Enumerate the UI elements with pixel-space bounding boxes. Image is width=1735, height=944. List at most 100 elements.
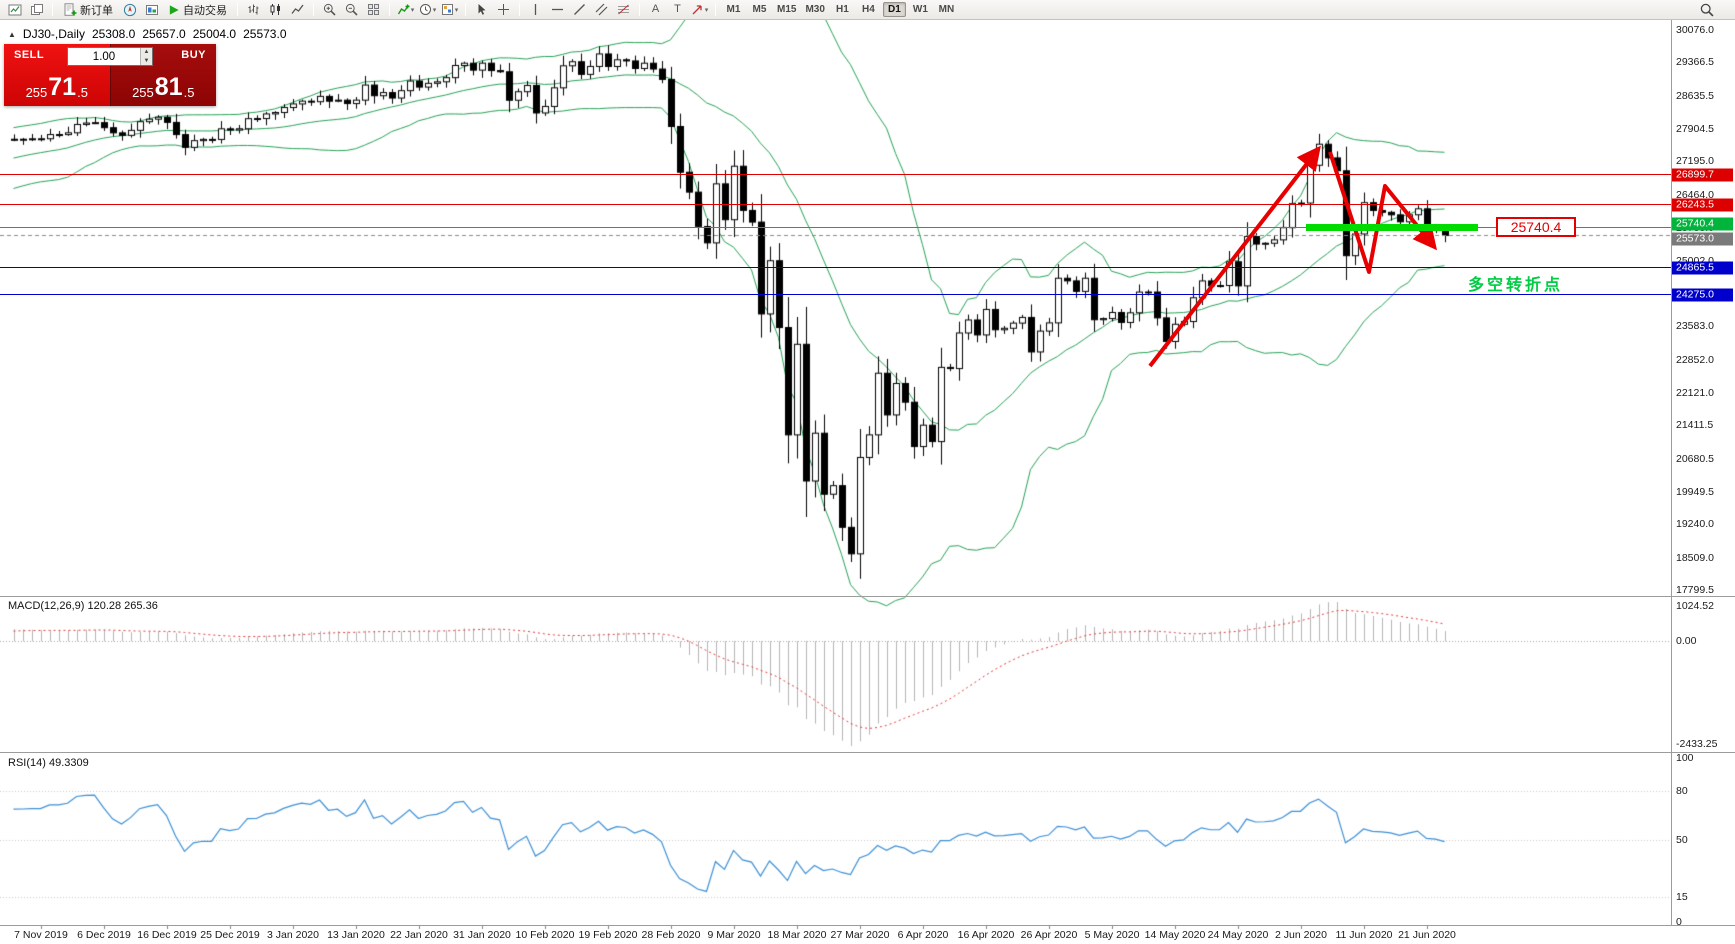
buy-price-tail: .5	[183, 85, 195, 100]
new-chart-button[interactable]	[4, 1, 25, 19]
toolbar-separator	[715, 3, 716, 16]
sell-label: SELL	[14, 49, 45, 61]
tf-m30[interactable]: M30	[805, 4, 825, 15]
toolbar-separator	[465, 3, 466, 16]
sell-price: 255 71.5	[4, 75, 110, 100]
time-scale[interactable]	[0, 925, 1671, 944]
tf-h4[interactable]: H4	[862, 4, 875, 15]
toolbar-separator	[313, 3, 314, 16]
fibonacci-icon	[618, 4, 629, 15]
terminal-icon	[145, 4, 158, 15]
search-icon	[1700, 3, 1714, 17]
indicators-button[interactable]: ▾	[395, 1, 416, 19]
chart-info-line: ▲ DJ30-,Daily 25308.0 25657.0 25004.0 25…	[8, 27, 287, 41]
line-chart-icon	[291, 4, 304, 14]
autotrading-play-icon	[169, 4, 179, 15]
tf-d1[interactable]: D1	[882, 2, 906, 17]
support-line-segment[interactable]	[1306, 224, 1478, 231]
zoom-in-button[interactable]	[319, 1, 340, 19]
toolbar-separator	[52, 3, 53, 16]
new-order-button[interactable]: 新订单	[58, 1, 118, 19]
text-tool[interactable]: A	[651, 3, 660, 15]
buy-price: 255 81.5	[111, 75, 217, 100]
trendline-tool[interactable]	[569, 1, 590, 19]
horizontal-line-tool[interactable]	[547, 1, 568, 19]
toolbar-separator	[519, 3, 520, 16]
vertical-line-icon	[534, 4, 537, 15]
navigator-button[interactable]	[119, 1, 140, 19]
sell-price-head: 255	[25, 85, 48, 100]
horizontal-line-icon	[552, 8, 563, 11]
cursor-tool[interactable]	[471, 1, 492, 19]
bar-chart-button[interactable]	[243, 1, 264, 19]
tile-windows-icon	[368, 4, 379, 15]
line-chart-button[interactable]	[287, 1, 308, 19]
arrow-object-icon	[692, 5, 702, 15]
ohlc-high: 25657.0	[142, 27, 186, 41]
search-icon-button[interactable]	[1696, 1, 1717, 19]
toolbar-separator	[639, 3, 640, 16]
volume-up-button[interactable]: ▲	[143, 49, 150, 55]
buy-button[interactable]: BUY 255 81.5	[109, 44, 217, 106]
ohlc-close: 25573.0	[243, 27, 287, 41]
terminal-button[interactable]	[141, 1, 162, 19]
dropdown-caret-icon: ▾	[432, 6, 437, 14]
candlestick-chart-button[interactable]	[265, 1, 286, 19]
indicators-icon	[397, 4, 410, 15]
toolbar-separator	[237, 3, 238, 16]
tile-windows-button[interactable]	[363, 1, 384, 19]
tf-w1[interactable]: W1	[912, 4, 928, 15]
tf-mn[interactable]: MN	[938, 4, 955, 15]
price-scale[interactable]	[1671, 20, 1735, 925]
volume-spinner: ▲ ▼	[140, 48, 152, 65]
new-order-icon	[64, 2, 77, 16]
toolbar: 新订单 自动交易 ▾ ▾ ▾ A T ▾ M1	[0, 0, 1735, 20]
profiles-icon	[30, 3, 43, 15]
zoom-out-icon	[345, 3, 358, 16]
price-flag[interactable]: 25740.4	[1496, 217, 1576, 237]
arrows-tool[interactable]: ▾	[689, 1, 710, 19]
tf-m5[interactable]: M5	[752, 4, 767, 15]
channel-tool[interactable]	[591, 1, 612, 19]
autotrading-label: 自动交易	[183, 4, 227, 17]
crosshair-tool[interactable]	[493, 1, 514, 19]
compass-icon	[123, 3, 136, 16]
fibonacci-tool[interactable]	[613, 1, 634, 19]
autotrading-button[interactable]: 自动交易	[163, 1, 232, 19]
volume-down-button[interactable]: ▼	[143, 57, 150, 64]
ohlc-low: 25004.0	[192, 27, 237, 41]
vertical-line-tool[interactable]	[525, 1, 546, 19]
tf-h1[interactable]: H1	[836, 4, 849, 15]
label-tool[interactable]: T	[674, 3, 681, 15]
panel-separator-macd[interactable]	[0, 596, 1735, 597]
tf-m15[interactable]: M15	[777, 4, 797, 15]
trendline-icon	[574, 4, 585, 15]
turning-point-label[interactable]: 多空转折点	[1468, 277, 1564, 294]
crosshair-icon	[498, 4, 509, 15]
panel-separator-rsi[interactable]	[0, 752, 1735, 753]
dropdown-caret-icon: ▾	[410, 6, 415, 14]
buy-price-head: 255	[132, 85, 154, 100]
profiles-button[interactable]	[26, 1, 47, 19]
templates-button[interactable]: ▾	[439, 1, 460, 19]
candlestick-chart-icon	[270, 4, 280, 15]
tf-m1[interactable]: M1	[726, 4, 741, 15]
panel-toggle-icon[interactable]: ▲	[8, 29, 16, 39]
new-chart-icon	[8, 4, 21, 15]
channel-icon	[595, 3, 608, 16]
volume-input[interactable]	[68, 48, 140, 65]
periods-button[interactable]: ▾	[417, 1, 438, 19]
symbol-period-label: DJ30-,Daily	[22, 27, 85, 41]
templates-icon	[441, 4, 453, 15]
ohlc-open: 25308.0	[91, 27, 136, 41]
dropdown-caret-icon: ▾	[704, 6, 709, 14]
volume-box: ▲ ▼	[67, 47, 153, 66]
clock-icon	[419, 4, 431, 15]
new-order-label: 新订单	[80, 4, 113, 17]
zoom-out-button[interactable]	[341, 1, 362, 19]
zoom-in-icon	[323, 3, 336, 16]
buy-price-big: 81	[154, 73, 183, 101]
